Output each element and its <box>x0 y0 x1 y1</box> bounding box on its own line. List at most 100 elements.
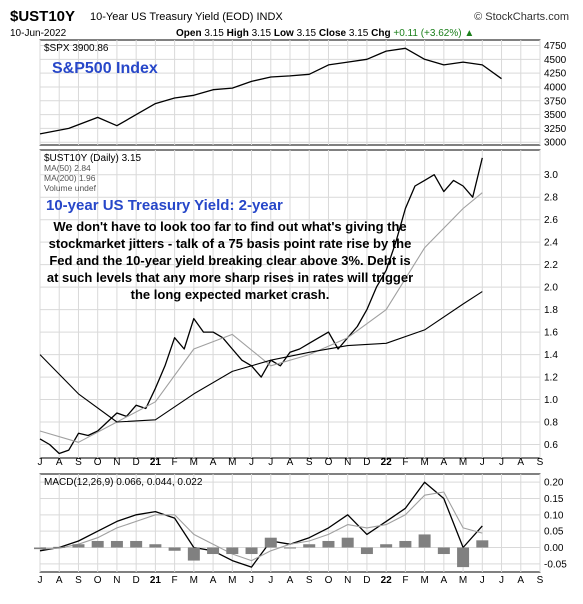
spx-series-line <box>39 47 502 135</box>
macd-histogram-bar <box>72 544 85 548</box>
symbol-title: $UST10Y <box>10 8 76 25</box>
macd-x-tick-label: A <box>441 575 448 586</box>
yield-series-line <box>39 157 483 455</box>
chart-date: 10-Jun-2022 <box>10 28 67 39</box>
macd-histogram-bar <box>457 547 470 568</box>
macd-histogram-bar <box>303 544 316 548</box>
yield-x-tick-label: M <box>420 457 428 468</box>
commentary-text: We don't have to look too far to find ou… <box>46 219 414 302</box>
yield-legend-entry: MA(200) 1.96 <box>44 173 96 183</box>
yield-y-tick-label: 2.8 <box>544 193 558 204</box>
yield-x-tick-label: M <box>459 457 467 468</box>
yield-x-tick-label: J <box>480 457 485 468</box>
yield-x-tick-label: J <box>499 457 504 468</box>
open-label: Open <box>176 28 202 39</box>
yield-y-tick-label: 2.0 <box>544 283 558 294</box>
yield-x-tick-label: J <box>249 457 254 468</box>
yield-x-tick-label: S <box>537 457 544 468</box>
macd-histogram-bar <box>149 544 162 548</box>
yield-legend-entry: $UST10Y (Daily) 3.15 <box>44 153 142 164</box>
yield-x-tick-label: J <box>268 457 273 468</box>
yield-y-tick-label: 1.0 <box>544 395 558 406</box>
macd-x-tick-label: A <box>56 575 63 586</box>
macd-histogram-bar <box>168 547 181 551</box>
spx-y-tick-label: 3500 <box>544 110 567 121</box>
yield-x-tick-label: 22 <box>381 457 393 468</box>
spx-y-tick-label: 3250 <box>544 124 567 135</box>
macd-x-tick-label: J <box>480 575 485 586</box>
spx-y-tick-label: 4750 <box>544 41 567 52</box>
yield-x-tick-label: F <box>402 457 408 468</box>
macd-histogram-bar <box>34 547 46 550</box>
macd-x-tick-label: M <box>228 575 236 586</box>
symbol-description: 10-Year US Treasury Yield (EOD) INDX <box>90 11 283 23</box>
macd-histogram-bar <box>110 540 123 548</box>
yield-y-tick-label: 2.4 <box>544 238 558 249</box>
macd-x-tick-label: A <box>287 575 294 586</box>
macd-x-tick-label: D <box>363 575 370 586</box>
spx-y-tick-label: 4250 <box>544 69 567 80</box>
yield-x-tick-label: A <box>210 457 217 468</box>
yield-x-tick-label: S <box>306 457 313 468</box>
macd-legend-entry: MACD(12,26,9) 0.066, 0.044, 0.022 <box>44 477 203 488</box>
yield-y-tick-label: 1.4 <box>544 350 558 361</box>
chg-value: +0.11 (+3.62%) <box>393 28 462 39</box>
macd-x-tick-label: F <box>172 575 178 586</box>
macd-y-tick-label: 0.00 <box>544 543 564 554</box>
yield-panel: 0.6 0.8 1.0 1.2 1.4 1.6 1.8 2.0 2.2 2.4 2.6 2.8 3.0 $… <box>38 149 558 468</box>
yield-y-tick-label: 3.0 <box>544 170 558 181</box>
yield-x-tick-label: M <box>228 457 236 468</box>
yield-y-tick-label: 2.2 <box>544 260 558 271</box>
yield-y-tick-label: 2.6 <box>544 215 558 226</box>
macd-x-tick-label: O <box>94 575 102 586</box>
macd-x-tick-label: M <box>459 575 467 586</box>
macd-x-tick-label: D <box>133 575 140 586</box>
spx-y-tick-label: 4000 <box>544 82 567 93</box>
spx-y-tick-label: 3750 <box>544 96 567 107</box>
macd-histogram-bar <box>341 537 354 548</box>
chg-arrow-icon: ▲ <box>464 28 475 39</box>
macd-y-tick-label: 0.10 <box>544 510 564 521</box>
macd-x-tick-label: S <box>306 575 313 586</box>
yield-x-tick-label: N <box>344 457 351 468</box>
macd-x-tick-label: J <box>268 575 273 586</box>
macd-histogram-bar <box>284 547 296 549</box>
macd-histogram-bar <box>399 540 412 548</box>
yield-annotation: 10-year US Treasury Yield: 2-year <box>46 197 283 214</box>
macd-x-tick-label: A <box>517 575 524 586</box>
yield-x-tick-label: N <box>113 457 120 468</box>
macd-x-tick-label: O <box>325 575 333 586</box>
brand-logo: © StockCharts.com <box>474 11 569 23</box>
yield-x-tick-label: O <box>94 457 102 468</box>
macd-histogram-bar <box>207 547 220 555</box>
yield-x-tick-label: D <box>363 457 370 468</box>
high-label: High <box>226 28 249 39</box>
macd-series-line <box>39 481 483 568</box>
macd-histogram-bar <box>322 540 335 548</box>
macd-x-tick-label: M <box>190 575 198 586</box>
ohlc-readout: Open 3.15 High 3.15 Low 3.15 Close 3.15 … <box>176 28 474 39</box>
spx-y-tick-label: 4500 <box>544 55 567 66</box>
macd-x-tick-label: F <box>402 575 408 586</box>
macd-panel: -0.05 0.00 0.05 0.10 0.15 0.20 MACD(12,26,9) 0… <box>34 473 567 586</box>
spx-annotation: S&P500 Index <box>52 60 158 77</box>
yield-y-tick-label: 1.8 <box>544 305 558 316</box>
yield-x-tick-label: A <box>287 457 294 468</box>
yield-x-tick-label: O <box>325 457 333 468</box>
low-value: 3.15 <box>296 28 317 39</box>
yield-y-tick-label: 0.8 <box>544 418 558 429</box>
macd-series-line <box>39 491 483 562</box>
yield-x-tick-label: S <box>75 457 82 468</box>
macd-histogram-bar <box>264 537 277 548</box>
low-label: Low <box>273 28 294 39</box>
macd-histogram-bar <box>91 540 104 548</box>
macd-x-tick-label: N <box>113 575 120 586</box>
high-value: 3.15 <box>251 28 272 39</box>
yield-y-tick-label: 0.6 <box>544 440 558 451</box>
spx-y-tick-label: 3000 <box>544 138 567 149</box>
yield-x-tick-label: A <box>441 457 448 468</box>
macd-histogram-bar <box>437 547 450 555</box>
macd-histogram-bar <box>53 546 66 548</box>
macd-x-tick-label: N <box>344 575 351 586</box>
